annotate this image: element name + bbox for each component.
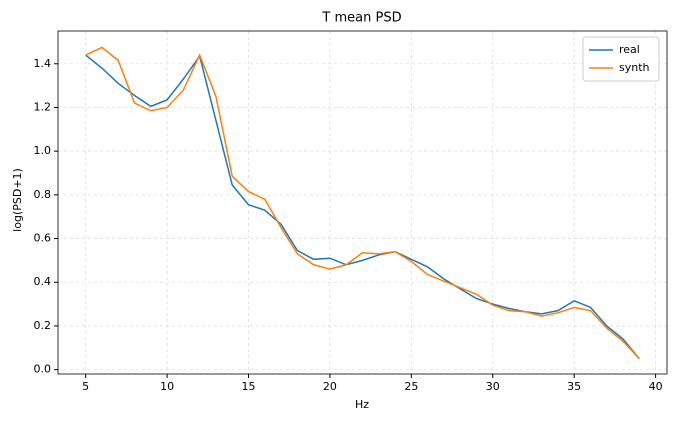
plot-frame [57, 30, 668, 375]
line-series [85, 54, 640, 360]
x-tick-label: 15 [242, 380, 256, 393]
y-tick-label: 1.0 [34, 144, 52, 157]
y-tick-label: 0.4 [34, 275, 52, 288]
y-tick-label: 0.2 [34, 319, 52, 332]
legend-box [582, 36, 660, 82]
y-tick-label: 0.6 [34, 232, 52, 245]
x-tick-label: 35 [567, 380, 581, 393]
y-tick-label: 0.0 [34, 363, 52, 376]
y-tick-label: 1.2 [34, 100, 52, 113]
y-tick-label: 1.4 [34, 57, 52, 70]
y-tick-label: 0.8 [34, 188, 52, 201]
x-tick-label: 25 [404, 380, 418, 393]
x-tick-label: 20 [323, 380, 337, 393]
line-series [85, 46, 640, 360]
x-tick-label: 10 [160, 380, 174, 393]
x-tick-label: 30 [486, 380, 500, 393]
chart-title: T mean PSD [321, 11, 401, 26]
x-axis-label: Hz [355, 398, 369, 411]
x-tick-label: 5 [82, 380, 89, 393]
x-tick-label: 40 [649, 380, 663, 393]
legend-label: synth [619, 61, 650, 74]
legend-label: real [619, 43, 640, 56]
y-axis-label: log(PSD+1) [11, 168, 24, 232]
